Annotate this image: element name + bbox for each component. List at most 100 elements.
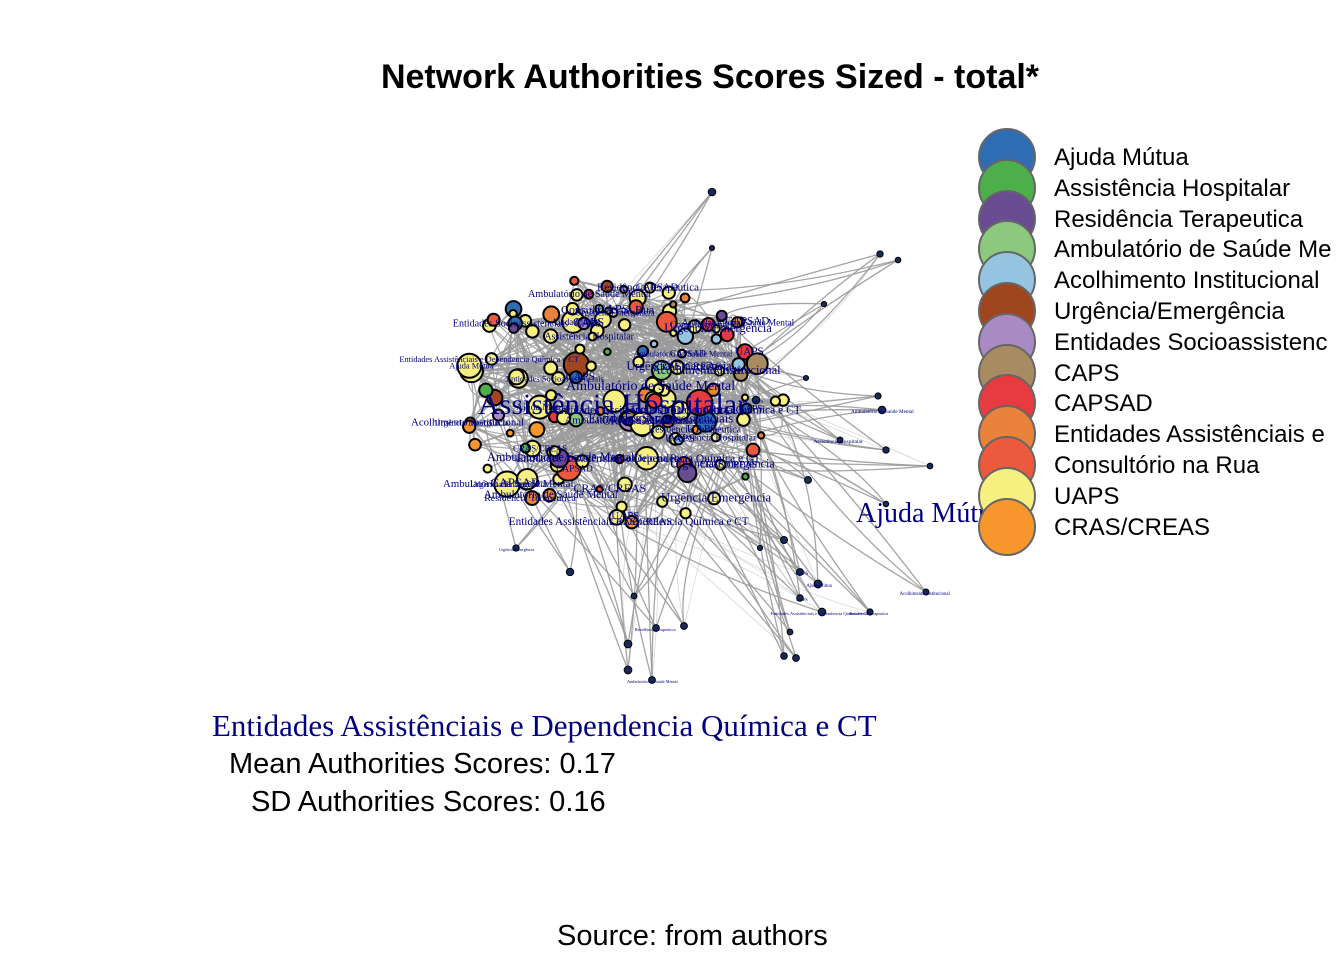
network-node bbox=[679, 507, 692, 520]
node-label: CAPSAD bbox=[670, 349, 706, 359]
network-node bbox=[731, 357, 746, 372]
network-node bbox=[600, 279, 614, 294]
node-label: Entidades Assistênciais e Dependencia Qu… bbox=[399, 355, 579, 364]
node-label: CRAS/CREAS bbox=[573, 481, 646, 495]
network-edge bbox=[572, 321, 841, 441]
network-node bbox=[646, 392, 663, 410]
node-label: Ambulatório de Saúde Mental bbox=[564, 414, 696, 426]
node-label: Entidades Socioassistenciais bbox=[588, 411, 733, 425]
network-edge bbox=[515, 338, 717, 549]
network-node bbox=[608, 509, 626, 526]
node-label: UAPS bbox=[752, 399, 764, 404]
network-edge bbox=[575, 376, 887, 505]
legend-item: CAPSAD bbox=[976, 374, 1344, 433]
network-node bbox=[676, 327, 695, 345]
network-node bbox=[543, 360, 559, 376]
network-edge bbox=[491, 310, 609, 360]
network-node bbox=[649, 339, 659, 349]
network-edge bbox=[651, 326, 696, 681]
legend-label: Entidades Socioassistenc bbox=[1054, 328, 1328, 356]
node-label: Urgência/Emergência bbox=[435, 417, 509, 427]
caption-highlight: Entidades Assistênciais e Dependencia Qu… bbox=[212, 708, 877, 743]
network-node bbox=[780, 652, 788, 660]
network-edge bbox=[683, 498, 715, 627]
legend-label: Entidades Assistênciais e bbox=[1054, 421, 1325, 449]
node-label: CAPSAD bbox=[491, 476, 540, 490]
network-node bbox=[594, 405, 606, 417]
network-edge bbox=[740, 373, 927, 593]
network-edge bbox=[666, 419, 887, 451]
legend-item: Residência Terapeutica bbox=[976, 189, 1344, 248]
network-node bbox=[713, 365, 726, 377]
network-node bbox=[741, 472, 750, 481]
node-label: Entidades Socioassistenciais bbox=[506, 373, 605, 383]
network-node bbox=[524, 490, 541, 506]
network-node bbox=[527, 394, 553, 420]
legend-label: Consultório na Rua bbox=[1054, 452, 1260, 479]
network-node bbox=[624, 514, 639, 530]
network-edge bbox=[774, 400, 819, 585]
legend-label: Acolhimento Institucional bbox=[1054, 267, 1320, 295]
network-node bbox=[456, 352, 483, 379]
network-node bbox=[796, 594, 804, 602]
node-label: Ajuda Mútua bbox=[449, 362, 493, 371]
node-label: UAPS bbox=[738, 404, 763, 415]
legend-item: Acolhimento Institucional bbox=[976, 251, 1344, 310]
legend-item: Urgência/Emergência bbox=[976, 282, 1344, 340]
network-node bbox=[679, 292, 691, 304]
network-node bbox=[756, 431, 766, 440]
node-label: UAPS bbox=[796, 597, 808, 602]
node-label: Urgência/Emergência bbox=[575, 308, 655, 318]
node-label: UAPS bbox=[611, 510, 639, 522]
network-node bbox=[643, 281, 657, 294]
node-label: Entidades Assistênciais e Dependencia Qu… bbox=[516, 453, 760, 465]
network-edge bbox=[726, 334, 823, 613]
network-node bbox=[708, 244, 716, 252]
legend-label: Ambulatório de Saúde Me bbox=[1054, 236, 1332, 264]
legend-item: Consultório na Rua bbox=[976, 436, 1344, 494]
network-edge bbox=[675, 463, 685, 627]
network-edge bbox=[559, 377, 807, 459]
network-edge bbox=[559, 457, 801, 573]
node-label: Urgência/Emergência bbox=[664, 321, 772, 335]
network-node bbox=[719, 327, 735, 343]
node-label: CAPSAD bbox=[556, 464, 593, 474]
legend-label: Urgência/Emergência bbox=[1054, 298, 1285, 325]
network-node bbox=[486, 312, 501, 327]
network-node bbox=[711, 324, 721, 334]
legend-label: CRAS/CREAS bbox=[1054, 513, 1211, 541]
network-edge bbox=[678, 439, 801, 599]
network-node bbox=[577, 316, 591, 331]
network-node bbox=[882, 446, 890, 454]
network-node bbox=[556, 410, 572, 426]
network-node bbox=[836, 436, 844, 444]
network-edge bbox=[469, 422, 571, 573]
legend-label: Assistência Hospitalar bbox=[1054, 174, 1291, 202]
legend: Ajuda Mútua Assistência Hospitalar Residên… bbox=[976, 128, 1344, 558]
node-label: Consultório na Rua bbox=[670, 319, 746, 330]
network-edge bbox=[515, 324, 629, 671]
network-edge bbox=[624, 409, 883, 485]
network-node bbox=[616, 476, 633, 493]
node-label: Assistência Hospitalar bbox=[478, 388, 747, 421]
chart-title: Network Authorities Scores Sized - total… bbox=[380, 58, 1040, 96]
network-node bbox=[634, 445, 660, 471]
network-node bbox=[491, 408, 506, 422]
node-label: Ajuda Mútua bbox=[806, 584, 832, 589]
network-node bbox=[619, 284, 629, 294]
network-node bbox=[574, 343, 586, 355]
network-edge bbox=[642, 429, 809, 481]
node-label: Residência Terapeutica bbox=[597, 282, 699, 294]
network-node bbox=[751, 395, 761, 405]
network-node bbox=[661, 414, 672, 425]
node-label: UAPS bbox=[665, 432, 695, 445]
network-node bbox=[636, 344, 650, 358]
node-label: Residência Terapeutica bbox=[648, 425, 741, 436]
network-node bbox=[651, 424, 666, 440]
network-node bbox=[736, 343, 754, 361]
network-edge bbox=[623, 324, 638, 671]
node-label: Urgência/Emergência bbox=[626, 359, 732, 373]
network-edge bbox=[558, 377, 809, 481]
node-label: Acolhimento Institucional bbox=[900, 592, 951, 597]
network-node bbox=[565, 301, 580, 316]
